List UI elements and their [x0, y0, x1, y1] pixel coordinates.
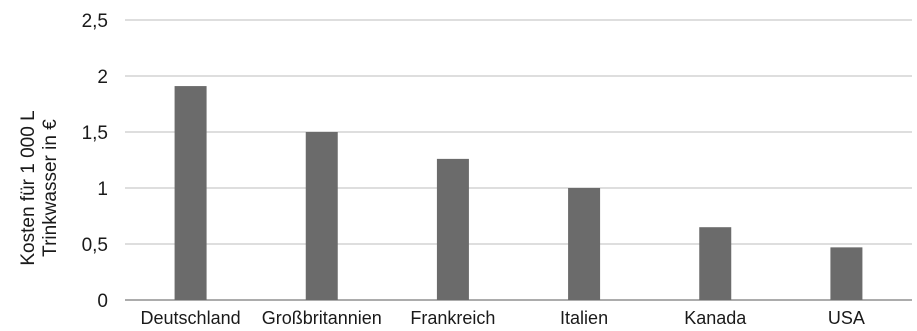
y-tick-label: 1: [97, 179, 108, 200]
gridlines: [125, 19, 912, 301]
y-tick-label: 0: [97, 291, 108, 312]
category-label: Großbritannien: [262, 308, 382, 328]
y-tick-label: 2: [97, 67, 108, 88]
y-tick-label: 0,5: [82, 235, 108, 256]
y-axis-title-line-1: Kosten für 1 000 L: [18, 110, 39, 265]
category-label: Kanada: [684, 308, 747, 328]
bars: [174, 86, 863, 300]
y-tick-label: 2,5: [82, 11, 108, 32]
y-tick-label: 1,5: [82, 123, 108, 144]
bar-kanada: [699, 227, 732, 300]
bar-großbritannien: [305, 132, 338, 300]
bar-italien: [568, 188, 601, 300]
x-category-labels: Deutschland Großbritannien Frankreich Itali…: [141, 308, 865, 328]
y-tick-labels: 0 0,5 1 1,5 2 2,5: [82, 11, 108, 312]
category-label: Frankreich: [410, 308, 495, 328]
bar-usa: [830, 247, 863, 300]
category-label: Italien: [560, 308, 608, 328]
y-axis-title: Kosten für 1 000 L Trinkwasser in €: [18, 110, 61, 265]
bar-deutschland: [174, 86, 207, 300]
category-label: Deutschland: [141, 308, 241, 328]
y-axis-title-line-2: Trinkwasser in €: [40, 119, 61, 257]
category-label: USA: [828, 308, 865, 328]
bar-frankreich: [436, 158, 469, 300]
